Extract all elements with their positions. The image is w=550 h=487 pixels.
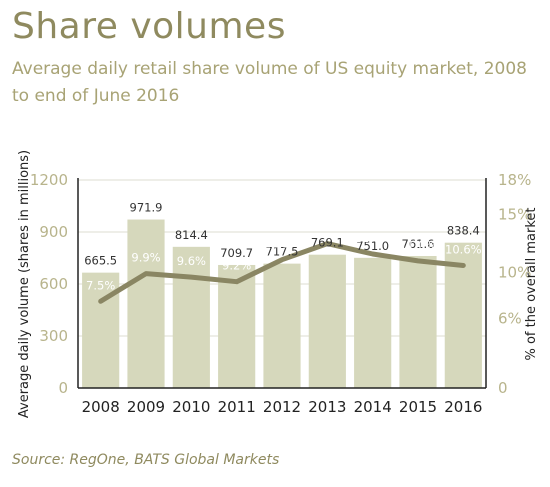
bar-value-label: 665.5: [84, 254, 117, 268]
source-note: Source: RegOne, BATS Global Markets: [12, 452, 280, 468]
bar: [218, 264, 256, 388]
y-axis-label: Average daily volume (shares in millions…: [17, 150, 32, 418]
bar: [354, 257, 392, 388]
percent-value-label: 7.5%: [86, 278, 115, 292]
y-tick-label: 1200: [30, 171, 68, 189]
x-tick-label: 2015: [399, 398, 437, 416]
bar-value-label: 761.6: [402, 237, 435, 251]
bar: [172, 246, 210, 388]
y2-tick-label: 10%: [498, 263, 531, 281]
x-tick-label: 2009: [127, 398, 165, 416]
bar-value-label: 971.9: [130, 201, 163, 215]
y2-tick-label: 0: [498, 379, 508, 397]
x-tick-label: 2013: [308, 398, 346, 416]
percent-value-label: 11.1%: [264, 237, 301, 251]
x-tick-label: 2016: [444, 398, 482, 416]
bar-value-label: 769.1: [311, 236, 344, 250]
data-labels: 665.5 971.9 814.4 709.7 717.5 769.1 751.0 761.6…: [84, 201, 481, 293]
x-tick-label: 2010: [172, 398, 210, 416]
y-tick-label: 900: [39, 223, 68, 241]
x-tick-label: 2008: [82, 398, 120, 416]
x-tick-label: 2011: [218, 398, 256, 416]
percent-value-label: 10.6%: [445, 243, 482, 257]
bar: [263, 263, 301, 388]
y2-axis-label: % of the overall market: [524, 207, 539, 360]
y-tick-label: 0: [58, 379, 68, 397]
percent-line: [98, 241, 466, 304]
axes: 0 300 600 900 1200 0 6% 10% 15% 18% 2008 2009 2010 20…: [30, 171, 532, 416]
y-tick-label: 600: [39, 275, 68, 293]
y2-tick-label: 15%: [498, 206, 531, 224]
percent-value-label: 11.0%: [400, 238, 437, 252]
bar-value-label: 838.4: [447, 224, 480, 238]
bar-value-label: 814.4: [175, 228, 208, 242]
bar: [308, 254, 346, 388]
x-tick-label: 2012: [263, 398, 301, 416]
percent-value-label: 9.2%: [222, 259, 251, 273]
percent-value-label: 9.6%: [177, 254, 206, 268]
chart-subtitle: Average daily retail share volume of US …: [12, 59, 527, 106]
x-tick-label: 2014: [354, 398, 392, 416]
bar: [399, 255, 437, 388]
percent-value-label: 9.9%: [131, 251, 160, 265]
bar-value-label: 717.5: [266, 245, 299, 259]
chart-title: Share volumes: [12, 6, 286, 47]
y2-tick-label: 18%: [498, 171, 531, 189]
y2-tick-label: 6%: [498, 310, 522, 328]
y-tick-label: 300: [39, 327, 68, 345]
percent-value-label: 11.6%: [354, 231, 391, 245]
bar-value-label: 751.0: [356, 239, 389, 253]
bar-value-label: 709.7: [220, 246, 253, 260]
bar: [127, 219, 165, 388]
percent-value-label: 12.5%: [309, 221, 346, 235]
